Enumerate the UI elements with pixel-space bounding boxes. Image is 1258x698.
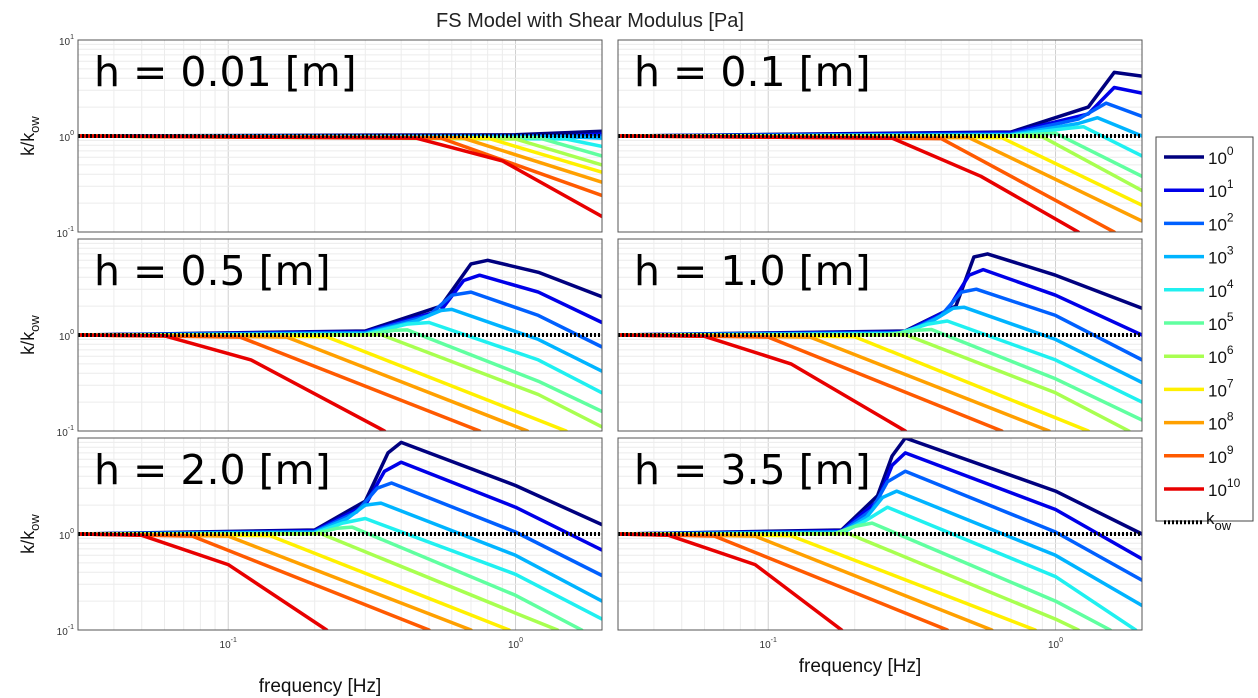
panel-label: h = 0.5 [m] — [94, 247, 331, 295]
grid — [78, 239, 602, 431]
subplot-grid: h = 0.01 [m] 101 100 10-1 k/kow h = 0.1 [m] h … — [18, 34, 1143, 697]
y-tick-label: 100 — [59, 130, 74, 144]
series-lines — [618, 438, 1142, 630]
x-axis-label: frequency [Hz] — [799, 656, 922, 677]
axes-frame — [617, 238, 1143, 432]
y-tick-label: 10-1 — [57, 624, 74, 638]
y-axis-label: k/kow — [18, 116, 42, 156]
panel-label: h = 0.1 [m] — [634, 48, 871, 96]
subplot-5: h = 2.0 [m] 100 10-1 10-1 100 k/kow frequency … — [18, 437, 603, 697]
axes-frame — [77, 238, 603, 432]
series-line-10-10 — [618, 333, 908, 431]
x-tick-label: 100 — [508, 637, 523, 651]
axes-frame — [77, 39, 603, 233]
axes-frame — [617, 437, 1143, 631]
series-lines — [78, 129, 602, 219]
y-tick-label: 100 — [59, 528, 74, 542]
series-lines — [78, 440, 602, 630]
y-tick-label: 101 — [59, 34, 74, 48]
series-lines — [618, 252, 1142, 431]
x-tick-label: 10-1 — [220, 637, 237, 651]
subplot-1: h = 0.01 [m] 101 100 10-1 k/kow — [18, 34, 603, 240]
panel-label: h = 0.01 [m] — [94, 48, 357, 96]
series-line-10-10 — [78, 333, 387, 431]
panel-label: h = 2.0 [m] — [94, 446, 331, 494]
x-axis-label: frequency [Hz] — [259, 676, 382, 697]
figure-title: FS Model with Shear Modulus [Pa] — [436, 10, 744, 32]
panel-label: h = 3.5 [m] — [634, 446, 871, 494]
series-lines — [618, 70, 1142, 232]
panel-label: h = 1.0 [m] — [634, 247, 871, 295]
y-axis-label: k/kow — [18, 315, 42, 355]
subplot-4: h = 1.0 [m] — [617, 238, 1143, 432]
axes-frame — [617, 39, 1143, 233]
series-lines — [78, 258, 602, 431]
legend-box — [1155, 136, 1254, 522]
x-tick-label: 100 — [1048, 637, 1063, 651]
x-tick-label: 10-1 — [760, 637, 777, 651]
y-axis-label: k/kow — [18, 514, 42, 554]
y-tick-label: 100 — [59, 329, 74, 343]
y-tick-label: 10-1 — [57, 425, 74, 439]
axes-frame — [77, 437, 603, 631]
subplot-6: h = 3.5 [m] 10-1 100 frequency [Hz] — [617, 437, 1143, 677]
y-tick-label: 10-1 — [57, 226, 74, 240]
series-line-10-10 — [78, 532, 329, 630]
subplot-2: h = 0.1 [m] — [617, 39, 1143, 233]
subplot-3: h = 0.5 [m] 100 10-1 k/kow — [18, 238, 603, 439]
